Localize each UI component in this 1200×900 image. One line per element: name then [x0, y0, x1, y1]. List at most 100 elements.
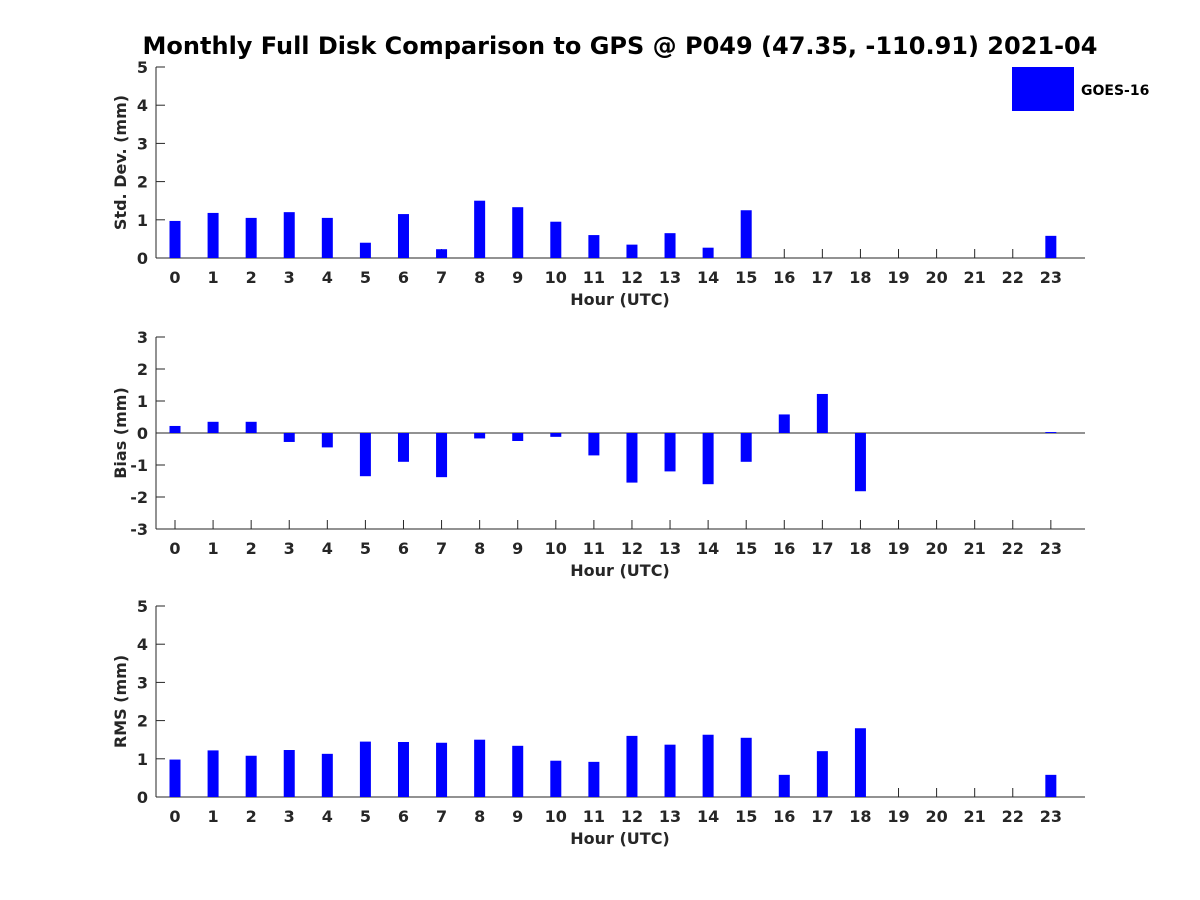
std-dev-xtick-label: 0 [169, 268, 180, 287]
chart-title: Monthly Full Disk Comparison to GPS @ P0… [143, 32, 1098, 60]
bias-bar-hour-3 [283, 433, 295, 442]
std-dev-bar-hour-0 [169, 220, 181, 258]
rms-xtick-label: 19 [887, 807, 909, 826]
bias-bar-hour-17 [816, 393, 828, 433]
std-dev-bar-hour-9 [512, 207, 524, 258]
std-dev-bar-hour-6 [397, 214, 409, 258]
bias-bar-hour-14 [702, 433, 714, 485]
std-dev-xtick-label: 10 [545, 268, 567, 287]
rms-bar-hour-0 [169, 759, 181, 797]
std-dev-bar-hour-8 [474, 200, 486, 258]
bias-bar-hour-7 [436, 433, 448, 478]
rms-bar-hour-12 [626, 735, 638, 797]
rms-xtick-label: 21 [964, 807, 986, 826]
rms-bar-hour-5 [359, 741, 371, 797]
std-dev-xtick-label: 16 [773, 268, 795, 287]
std-dev-bar-hour-15 [740, 210, 752, 258]
std-dev-ytick-label: 1 [137, 211, 148, 230]
std-dev-bar-hour-4 [321, 217, 333, 258]
bias-bar-hour-6 [397, 433, 409, 462]
std-dev-bar-hour-2 [245, 217, 257, 258]
rms-ytick-label: 1 [137, 750, 148, 769]
bias-xtick-label: 19 [887, 539, 909, 558]
std-dev-xtick-label: 1 [208, 268, 219, 287]
rms-ytick-label: 5 [137, 597, 148, 616]
std-dev-bar-hour-10 [550, 221, 562, 258]
std-dev-xtick-label: 14 [697, 268, 719, 287]
rms-bar-hour-7 [436, 742, 448, 797]
bias-bar-hour-10 [550, 433, 562, 437]
bias-xtick-label: 22 [1002, 539, 1024, 558]
rms-xtick-label: 3 [284, 807, 295, 826]
std-dev-xtick-label: 23 [1040, 268, 1062, 287]
std-dev-xtick-label: 8 [474, 268, 485, 287]
std-dev-bar-hour-13 [664, 233, 676, 258]
std-dev-ytick-label: 0 [137, 249, 148, 268]
rms-bar-hour-1 [207, 750, 219, 797]
std-dev-xtick-label: 2 [246, 268, 257, 287]
bias-ytick-label: -1 [130, 456, 148, 475]
bias-x-axis-label: Hour (UTC) [570, 561, 670, 580]
bias-xtick-label: 0 [169, 539, 180, 558]
rms-xtick-label: 20 [925, 807, 947, 826]
std-dev-ytick-label: 4 [137, 96, 148, 115]
std-dev-bar-hour-14 [702, 247, 714, 258]
rms-bar-hour-23 [1045, 774, 1057, 797]
bias-xtick-label: 23 [1040, 539, 1062, 558]
bias-xtick-label: 13 [659, 539, 681, 558]
std-dev-y-axis-label: Std. Dev. (mm) [111, 95, 130, 230]
bias-xtick-label: 14 [697, 539, 719, 558]
bias-xtick-label: 5 [360, 539, 371, 558]
rms-y-axis-label: RMS (mm) [111, 655, 130, 748]
bias-ytick-label: 2 [137, 360, 148, 379]
std-dev-bar-hour-1 [207, 212, 219, 258]
rms-xtick-label: 4 [322, 807, 333, 826]
bias-xtick-label: 1 [208, 539, 219, 558]
bias-y-axis-label: Bias (mm) [111, 387, 130, 479]
rms-xtick-label: 10 [545, 807, 567, 826]
rms-xtick-label: 14 [697, 807, 719, 826]
std-dev-bar-hour-23 [1045, 235, 1057, 258]
rms-xtick-label: 13 [659, 807, 681, 826]
bias-ytick-label: -2 [130, 488, 148, 507]
bias-bar-hour-11 [588, 433, 600, 456]
rms-xtick-label: 0 [169, 807, 180, 826]
legend-swatch [1012, 67, 1074, 111]
std-dev-xtick-label: 3 [284, 268, 295, 287]
rms-bar-hour-15 [740, 737, 752, 797]
bias-ytick-label: 1 [137, 392, 148, 411]
bias-bar-hour-9 [512, 433, 524, 441]
std-dev-xtick-label: 17 [811, 268, 833, 287]
bias-bar-hour-15 [740, 433, 752, 462]
rms-xtick-label: 22 [1002, 807, 1024, 826]
std-dev-bar-hour-12 [626, 244, 638, 258]
bias-bar-hour-4 [321, 433, 333, 448]
rms-bar-hour-14 [702, 734, 714, 797]
std-dev-xtick-label: 18 [849, 268, 871, 287]
rms-xtick-label: 11 [583, 807, 605, 826]
std-dev-xtick-label: 5 [360, 268, 371, 287]
rms-xtick-label: 5 [360, 807, 371, 826]
bias-bar-hour-13 [664, 433, 676, 472]
rms-bar-hour-18 [854, 728, 866, 797]
rms-xtick-label: 2 [246, 807, 257, 826]
legend: GOES-16 [1012, 67, 1149, 111]
std-dev-xtick-label: 22 [1002, 268, 1024, 287]
std-dev-xtick-label: 19 [887, 268, 909, 287]
bias-xtick-label: 10 [545, 539, 567, 558]
std-dev-xtick-label: 12 [621, 268, 643, 287]
rms-bar-hour-13 [664, 744, 676, 797]
rms-xtick-label: 16 [773, 807, 795, 826]
std-dev-ytick-label: 3 [137, 134, 148, 153]
bias-xtick-label: 11 [583, 539, 605, 558]
bias-ytick-label: 3 [137, 328, 148, 347]
bias-xtick-label: 6 [398, 539, 409, 558]
rms-xtick-label: 12 [621, 807, 643, 826]
bias-xtick-label: 21 [964, 539, 986, 558]
bias-bar-hour-12 [626, 433, 638, 483]
bias-xtick-label: 2 [246, 539, 257, 558]
std-dev-xtick-label: 7 [436, 268, 447, 287]
bias-xtick-label: 17 [811, 539, 833, 558]
rms-bar-hour-10 [550, 760, 562, 797]
